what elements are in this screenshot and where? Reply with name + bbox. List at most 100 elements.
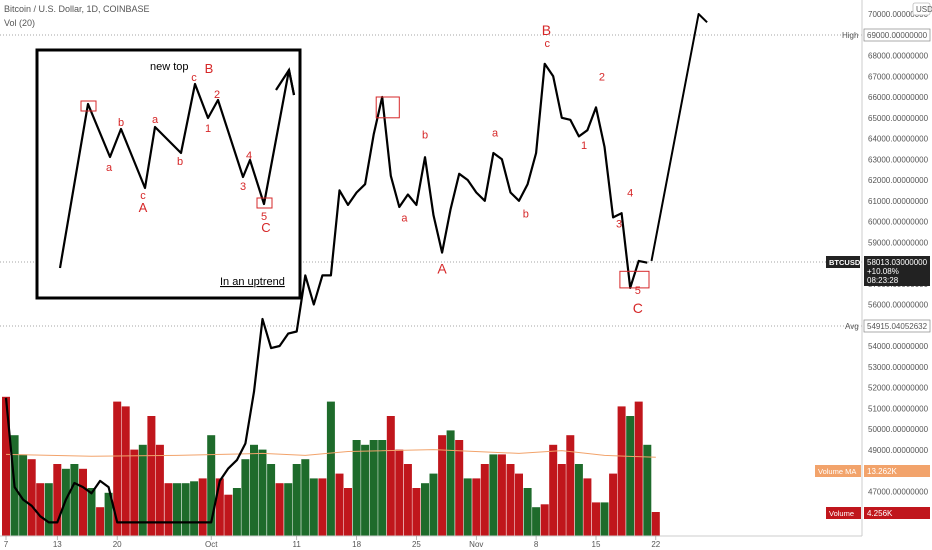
volume-bar-30: [258, 449, 267, 536]
currency-badge-box: [912, 2, 931, 16]
volume-ma-line: [5, 449, 656, 458]
volume-bar-14: [121, 406, 130, 536]
volume-bar-13: [113, 401, 122, 536]
volume-layer: [2, 396, 660, 536]
time-tick-0: 7: [4, 540, 9, 549]
wave-box-0: [375, 96, 400, 119]
volume-bar-43: [369, 440, 378, 536]
time-tick-8: 8: [534, 540, 539, 549]
svg-text:08:23:28: 08:23:28: [867, 276, 899, 285]
volume-bar-61: [523, 488, 532, 536]
inset-label-3: a: [106, 162, 113, 174]
volume-bar-44: [378, 440, 387, 536]
volume-bar-53: [455, 440, 464, 536]
time-tick-5: 18: [352, 540, 361, 549]
avg-badge: 54915.04052632: [863, 319, 931, 333]
inset-label-10: 4: [246, 150, 252, 162]
wave-label-9: 4: [627, 188, 633, 200]
svg-text:13.262K: 13.262K: [867, 467, 897, 476]
volume-bar-49: [421, 483, 429, 536]
projection-line: [650, 13, 708, 262]
volume-bar-56: [480, 464, 489, 536]
inset-label-13: C: [261, 220, 270, 235]
price-tick-23: 47000.00000000: [868, 487, 929, 496]
wave-label-4: A: [437, 260, 447, 276]
time-tick-4: 11: [293, 540, 302, 549]
volume-bar-28: [241, 459, 250, 536]
volume-bar-18: [155, 444, 164, 536]
high-label: High: [842, 31, 858, 40]
inset-wave-line: [58, 68, 296, 269]
wave-box-1: [619, 270, 650, 289]
currency-badge: USD: [916, 5, 932, 14]
volume-bar-3: [27, 459, 36, 536]
wave-label-layer: Bc a b Aa b 2 1 4 3 5 C: [401, 22, 643, 316]
svg-text:4.256K: 4.256K: [867, 509, 893, 518]
inset-arrowhead: [275, 67, 296, 96]
last-price-badge: BTCUSD 58013.03000000 +10.08% 08:23:28: [826, 256, 930, 286]
inset-label-2: b: [118, 117, 124, 129]
price-tick-0: 70000.00000000: [868, 10, 929, 19]
volume-bar-52: [446, 430, 455, 536]
volume-bar-33: [284, 483, 293, 536]
wave-label-8: 1: [581, 140, 587, 152]
volume-bar-54: [463, 478, 472, 536]
volume-bar-62: [532, 507, 541, 536]
volume-bar-31: [267, 464, 276, 536]
volume-bar-17: [147, 416, 156, 536]
time-tick-6: 25: [412, 540, 421, 549]
volume-bar-2: [19, 454, 28, 536]
svg-text:54915.04052632: 54915.04052632: [867, 322, 928, 331]
wave-box-layer: [375, 96, 650, 289]
volume-bar-55: [472, 478, 481, 536]
volume-bar-25: [215, 478, 224, 536]
inset-label-7: b: [177, 156, 183, 168]
volume-bar-68: [583, 478, 592, 536]
volume-bar-48: [412, 488, 421, 536]
wave-label-10: 3: [616, 219, 622, 231]
inset-label-12: 5: [261, 211, 267, 223]
volume-bar-32: [275, 483, 284, 536]
volume-bar-59: [506, 464, 515, 536]
volume-bar-29: [250, 444, 258, 536]
volume-header: Vol (20): [4, 18, 35, 28]
volume-bar-64: [549, 444, 558, 536]
time-axis: 7 13 20 Oct 11 18 25 Nov 8 15 22: [0, 535, 862, 549]
volume-bar-69: [592, 502, 600, 536]
wave-label-12: C: [633, 300, 643, 316]
volume-bar-41: [352, 440, 361, 536]
time-tick-9: 15: [592, 540, 601, 549]
inset-label-6: A: [139, 200, 148, 215]
inset-label-11: 3: [240, 181, 246, 193]
price-tick-21: 49000.00000000: [868, 446, 929, 455]
price-tick-5: 65000.00000000: [868, 114, 929, 123]
inset-box-bottom: [256, 197, 273, 209]
wave-label-6: b: [523, 208, 529, 220]
volume-ma-badge: Volume MA 13.262K: [815, 465, 930, 477]
volume-bar-23: [198, 478, 207, 536]
volume-bar-35: [301, 459, 310, 536]
time-tick-1: 13: [53, 540, 62, 549]
volume-bar-42: [361, 444, 370, 536]
price-tick-20: 50000.00000000: [868, 425, 929, 434]
avg-label: Avg: [845, 322, 859, 331]
wave-label-7: 2: [599, 71, 605, 83]
price-tick-7: 63000.00000000: [868, 155, 929, 164]
svg-text:58013.03000000: 58013.03000000: [867, 258, 928, 267]
inset-frame: [35, 48, 302, 300]
inset-box-top: [80, 100, 97, 112]
volume-bar-66: [566, 435, 575, 536]
volume-bar-0: [2, 396, 10, 536]
price-tick-4: 66000.00000000: [868, 93, 929, 102]
volume-bar-8: [70, 464, 79, 536]
price-tick-8: 62000.00000000: [868, 176, 929, 185]
volume-bar-76: [651, 512, 660, 536]
price-tick-14: 56000.00000000: [868, 301, 929, 310]
volume-bar-46: [395, 449, 404, 536]
price-tick-18: 52000.00000000: [868, 384, 929, 393]
wave-label-0: B: [542, 22, 551, 38]
volume-bar-27: [232, 488, 241, 536]
volume-bar-75: [643, 444, 652, 536]
volume-bar-51: [438, 435, 447, 536]
inset-label-4: a: [152, 114, 159, 126]
